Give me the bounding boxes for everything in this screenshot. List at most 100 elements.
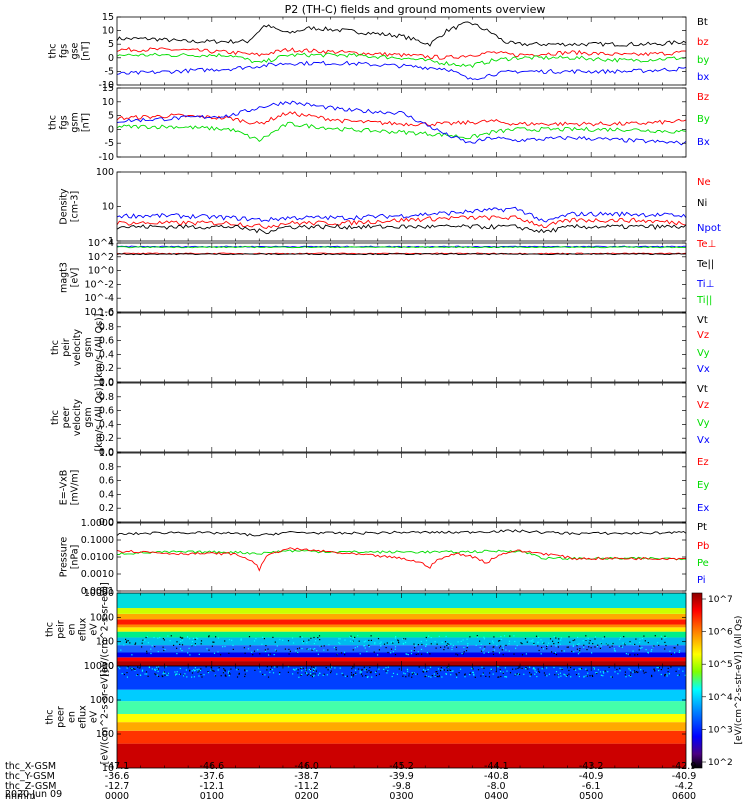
fgs-gse-series-by bbox=[116, 52, 687, 69]
pressure-ytick: 1.0000 bbox=[81, 518, 114, 529]
svg-text:peir: peir bbox=[61, 338, 72, 357]
legend-entry: Ne bbox=[697, 177, 711, 188]
pressure-ytick: 0.0010 bbox=[81, 569, 114, 580]
legend-entry: by bbox=[697, 55, 709, 66]
svg-text:velocity: velocity bbox=[72, 399, 83, 437]
colorbar-label: [eV/(cm^2-s-str-eV)] (All Qs) bbox=[734, 616, 744, 745]
svg-text:Pressure: Pressure bbox=[59, 537, 70, 578]
peir-eflux-band-5 bbox=[117, 631, 686, 638]
xaxis-row-label: thc_X-GSM bbox=[5, 761, 56, 772]
peer-eflux-band-1 bbox=[117, 730, 686, 744]
peir-eflux-noise bbox=[118, 635, 681, 656]
svg-text:gse: gse bbox=[70, 42, 81, 59]
svg-text:gsm: gsm bbox=[83, 407, 94, 427]
svg-text:thc: thc bbox=[50, 410, 61, 425]
pressure-ylabel: Pressure [nPa] bbox=[59, 537, 81, 578]
peer-eflux-band-6 bbox=[117, 666, 686, 690]
svg-text:thc: thc bbox=[45, 710, 56, 725]
peer-velocity-ytick: 0.2 bbox=[99, 433, 114, 444]
legend-entry: Vx bbox=[697, 364, 710, 375]
svg-text:eflux: eflux bbox=[78, 705, 89, 729]
xaxis-row-label: thc_Y-GSM bbox=[5, 771, 55, 782]
legend-entry: Ni bbox=[697, 198, 707, 209]
peir-eflux-band-7 bbox=[117, 624, 686, 628]
temperature-ytick: 10^2 bbox=[88, 252, 114, 263]
peir-velocity-ytick: 0.8 bbox=[99, 322, 114, 333]
peer-velocity-ytick: 0.0 bbox=[99, 447, 114, 458]
peir-velocity-ylabel: thc peir velocity gsm [km/s (All Qs)] bbox=[50, 314, 105, 382]
fgs-gse-ytick: 5 bbox=[108, 39, 114, 50]
fgs-gse-ytick: 0 bbox=[108, 53, 114, 64]
svg-text:thc: thc bbox=[50, 340, 61, 355]
legend-entry: Vy bbox=[697, 418, 710, 429]
pressure-ytick: 0.0100 bbox=[81, 552, 114, 563]
peir-eflux-ytick: 10 bbox=[102, 661, 114, 672]
svg-text:gsm: gsm bbox=[83, 337, 94, 357]
legend-entry: Vy bbox=[697, 348, 710, 359]
density-legend: Ne Ni Npot bbox=[697, 177, 721, 234]
pressure-ytick: 0.0001 bbox=[81, 586, 114, 597]
xaxis-tick-value: -12.7 bbox=[105, 781, 130, 792]
legend-entry: Ti⊥ bbox=[696, 279, 714, 290]
temperature-ytick: 10^4 bbox=[88, 238, 114, 249]
peir-eflux-ytick: 100 bbox=[96, 637, 114, 648]
legend-entry: Vx bbox=[697, 435, 710, 446]
legend-entry: Ex bbox=[697, 503, 709, 514]
peer-velocity-ytick: 1.0 bbox=[99, 378, 114, 389]
efield-ytick: 0.2 bbox=[99, 503, 114, 514]
fgs-gse-series-Bt bbox=[116, 21, 687, 47]
fgs-gse-legend: Bt bz by bx bbox=[697, 17, 709, 83]
peer-eflux-noise bbox=[118, 666, 686, 678]
peer-eflux-ytick: 100 bbox=[96, 729, 114, 740]
svg-text:[nT]: [nT] bbox=[81, 41, 92, 60]
xaxis-tick-value: 0000 bbox=[105, 791, 129, 800]
density-ytick: 1 bbox=[108, 236, 114, 247]
colorbar-ticks: 10^7 10^6 10^5 10^4 10^3 10^2 bbox=[702, 595, 733, 768]
svg-text:[km/s (All Qs)]: [km/s (All Qs)] bbox=[94, 384, 105, 452]
fgs-gsm-series-By bbox=[116, 121, 687, 143]
colorbar-gradient bbox=[691, 592, 703, 769]
fgs-gsm-ylabel: thc fgs gsm [nT] bbox=[48, 112, 92, 132]
peer-velocity-ylabel: thc peer velocity gsm [km/s (All Qs)] bbox=[50, 384, 105, 452]
peer-eflux-ylabel: thc peer en eflux eV [eV/(cm^2-s-sr-eV)] bbox=[45, 670, 111, 765]
density-series-Ni bbox=[116, 223, 687, 235]
xaxis-tick-value: -40.8 bbox=[484, 771, 509, 782]
peir-velocity-frame bbox=[116, 312, 687, 383]
xaxis-tick-value: -40.9 bbox=[672, 771, 697, 782]
xaxis-tick-value: -9.8 bbox=[392, 781, 411, 792]
fgs-gsm-legend: Bz By Bx bbox=[697, 92, 710, 148]
fgs-gsm-ytick: -5 bbox=[105, 138, 114, 149]
colorbar-tick: 10^3 bbox=[708, 725, 733, 735]
density-ytick: 10 bbox=[102, 202, 114, 213]
pressure-series-Pe bbox=[116, 549, 687, 561]
legend-entry: By bbox=[697, 114, 710, 125]
legend-entry: Pb bbox=[697, 541, 709, 552]
svg-text:en: en bbox=[67, 624, 78, 636]
peir-velocity-ytick: 0.0 bbox=[99, 377, 114, 388]
xaxis-tick-value: -40.9 bbox=[579, 771, 604, 782]
efield-ytick: 1.0 bbox=[99, 448, 114, 459]
xaxis-tick-value: -46.0 bbox=[294, 761, 319, 772]
xaxis-tick-value: -44.1 bbox=[484, 761, 509, 772]
fgs-gsm-ytick: 0 bbox=[108, 124, 114, 135]
legend-entry: Bt bbox=[697, 17, 708, 28]
chart-title: P2 (TH-C) fields and ground moments over… bbox=[285, 3, 546, 16]
xaxis-tick-value: 0500 bbox=[579, 791, 603, 800]
svg-text:[nT]: [nT] bbox=[81, 113, 92, 132]
svg-text:thc: thc bbox=[45, 622, 56, 637]
legend-entry: Ey bbox=[697, 480, 709, 491]
xaxis-tick-value: -46.6 bbox=[200, 761, 225, 772]
peir-eflux-band-9 bbox=[117, 613, 686, 620]
colorbar-tick: 10^6 bbox=[708, 628, 733, 638]
colorbar-tick: 10^4 bbox=[708, 693, 733, 703]
xaxis-tick-value: 0400 bbox=[484, 791, 508, 800]
xaxis-tick-value: -4.2 bbox=[675, 781, 694, 792]
fgs-gse-ytick: 15 bbox=[102, 12, 114, 23]
xaxis-tick-value: -37.6 bbox=[200, 771, 225, 782]
peir-eflux-ylabel: thc peir en eflux eV [eV/(cm^2-s-sr-eV)] bbox=[45, 582, 111, 677]
peer-velocity-legend: Vt Vz Vy Vx bbox=[697, 384, 710, 446]
